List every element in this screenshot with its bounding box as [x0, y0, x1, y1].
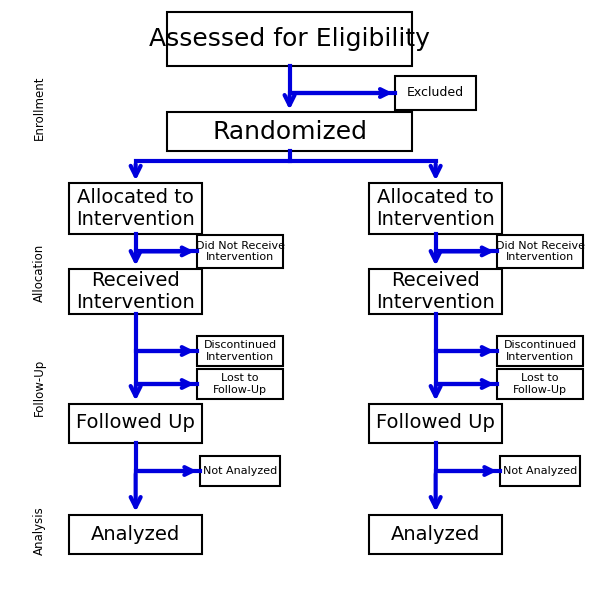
Bar	[369, 269, 502, 313]
Text: Followed Up: Followed Up	[76, 413, 195, 433]
Bar	[197, 336, 283, 366]
Bar	[69, 183, 202, 234]
Bar	[500, 456, 580, 486]
Text: Analyzed: Analyzed	[391, 524, 480, 544]
Bar	[497, 336, 583, 366]
Text: Followed Up: Followed Up	[376, 413, 495, 433]
Text: Follow-Up: Follow-Up	[32, 358, 46, 416]
Text: Enrollment: Enrollment	[32, 76, 46, 140]
Bar	[167, 12, 412, 66]
Text: Excluded: Excluded	[407, 86, 464, 100]
Bar	[497, 235, 583, 268]
Text: Lost to
Follow-Up: Lost to Follow-Up	[513, 373, 567, 395]
Bar	[167, 113, 412, 151]
Text: Allocated to
Intervention: Allocated to Intervention	[376, 188, 495, 229]
Text: Analyzed: Analyzed	[91, 524, 180, 544]
Bar	[197, 235, 283, 268]
Text: Did Not Receive
Intervention: Did Not Receive Intervention	[496, 241, 584, 262]
Text: Assessed for Eligibility: Assessed for Eligibility	[149, 27, 430, 51]
Text: Analysis: Analysis	[32, 506, 46, 556]
Text: Received
Intervention: Received Intervention	[76, 271, 195, 311]
Bar	[200, 456, 280, 486]
Bar	[197, 369, 283, 399]
Text: Randomized: Randomized	[212, 120, 367, 144]
Text: Did Not Receive
Intervention: Did Not Receive Intervention	[196, 241, 284, 262]
Text: Discontinued
Intervention: Discontinued Intervention	[203, 340, 277, 362]
Bar	[395, 76, 476, 109]
Bar	[69, 269, 202, 313]
Bar	[497, 369, 583, 399]
Text: Received
Intervention: Received Intervention	[376, 271, 495, 311]
Bar	[369, 404, 502, 443]
Text: Allocation: Allocation	[32, 244, 46, 302]
Text: Allocated to
Intervention: Allocated to Intervention	[76, 188, 195, 229]
Text: Lost to
Follow-Up: Lost to Follow-Up	[213, 373, 267, 395]
Bar	[369, 183, 502, 234]
Bar	[69, 514, 202, 553]
Text: Not Analyzed: Not Analyzed	[203, 466, 277, 476]
Text: Discontinued
Intervention: Discontinued Intervention	[503, 340, 577, 362]
Bar	[69, 404, 202, 443]
Bar	[369, 514, 502, 553]
Text: Not Analyzed: Not Analyzed	[503, 466, 577, 476]
